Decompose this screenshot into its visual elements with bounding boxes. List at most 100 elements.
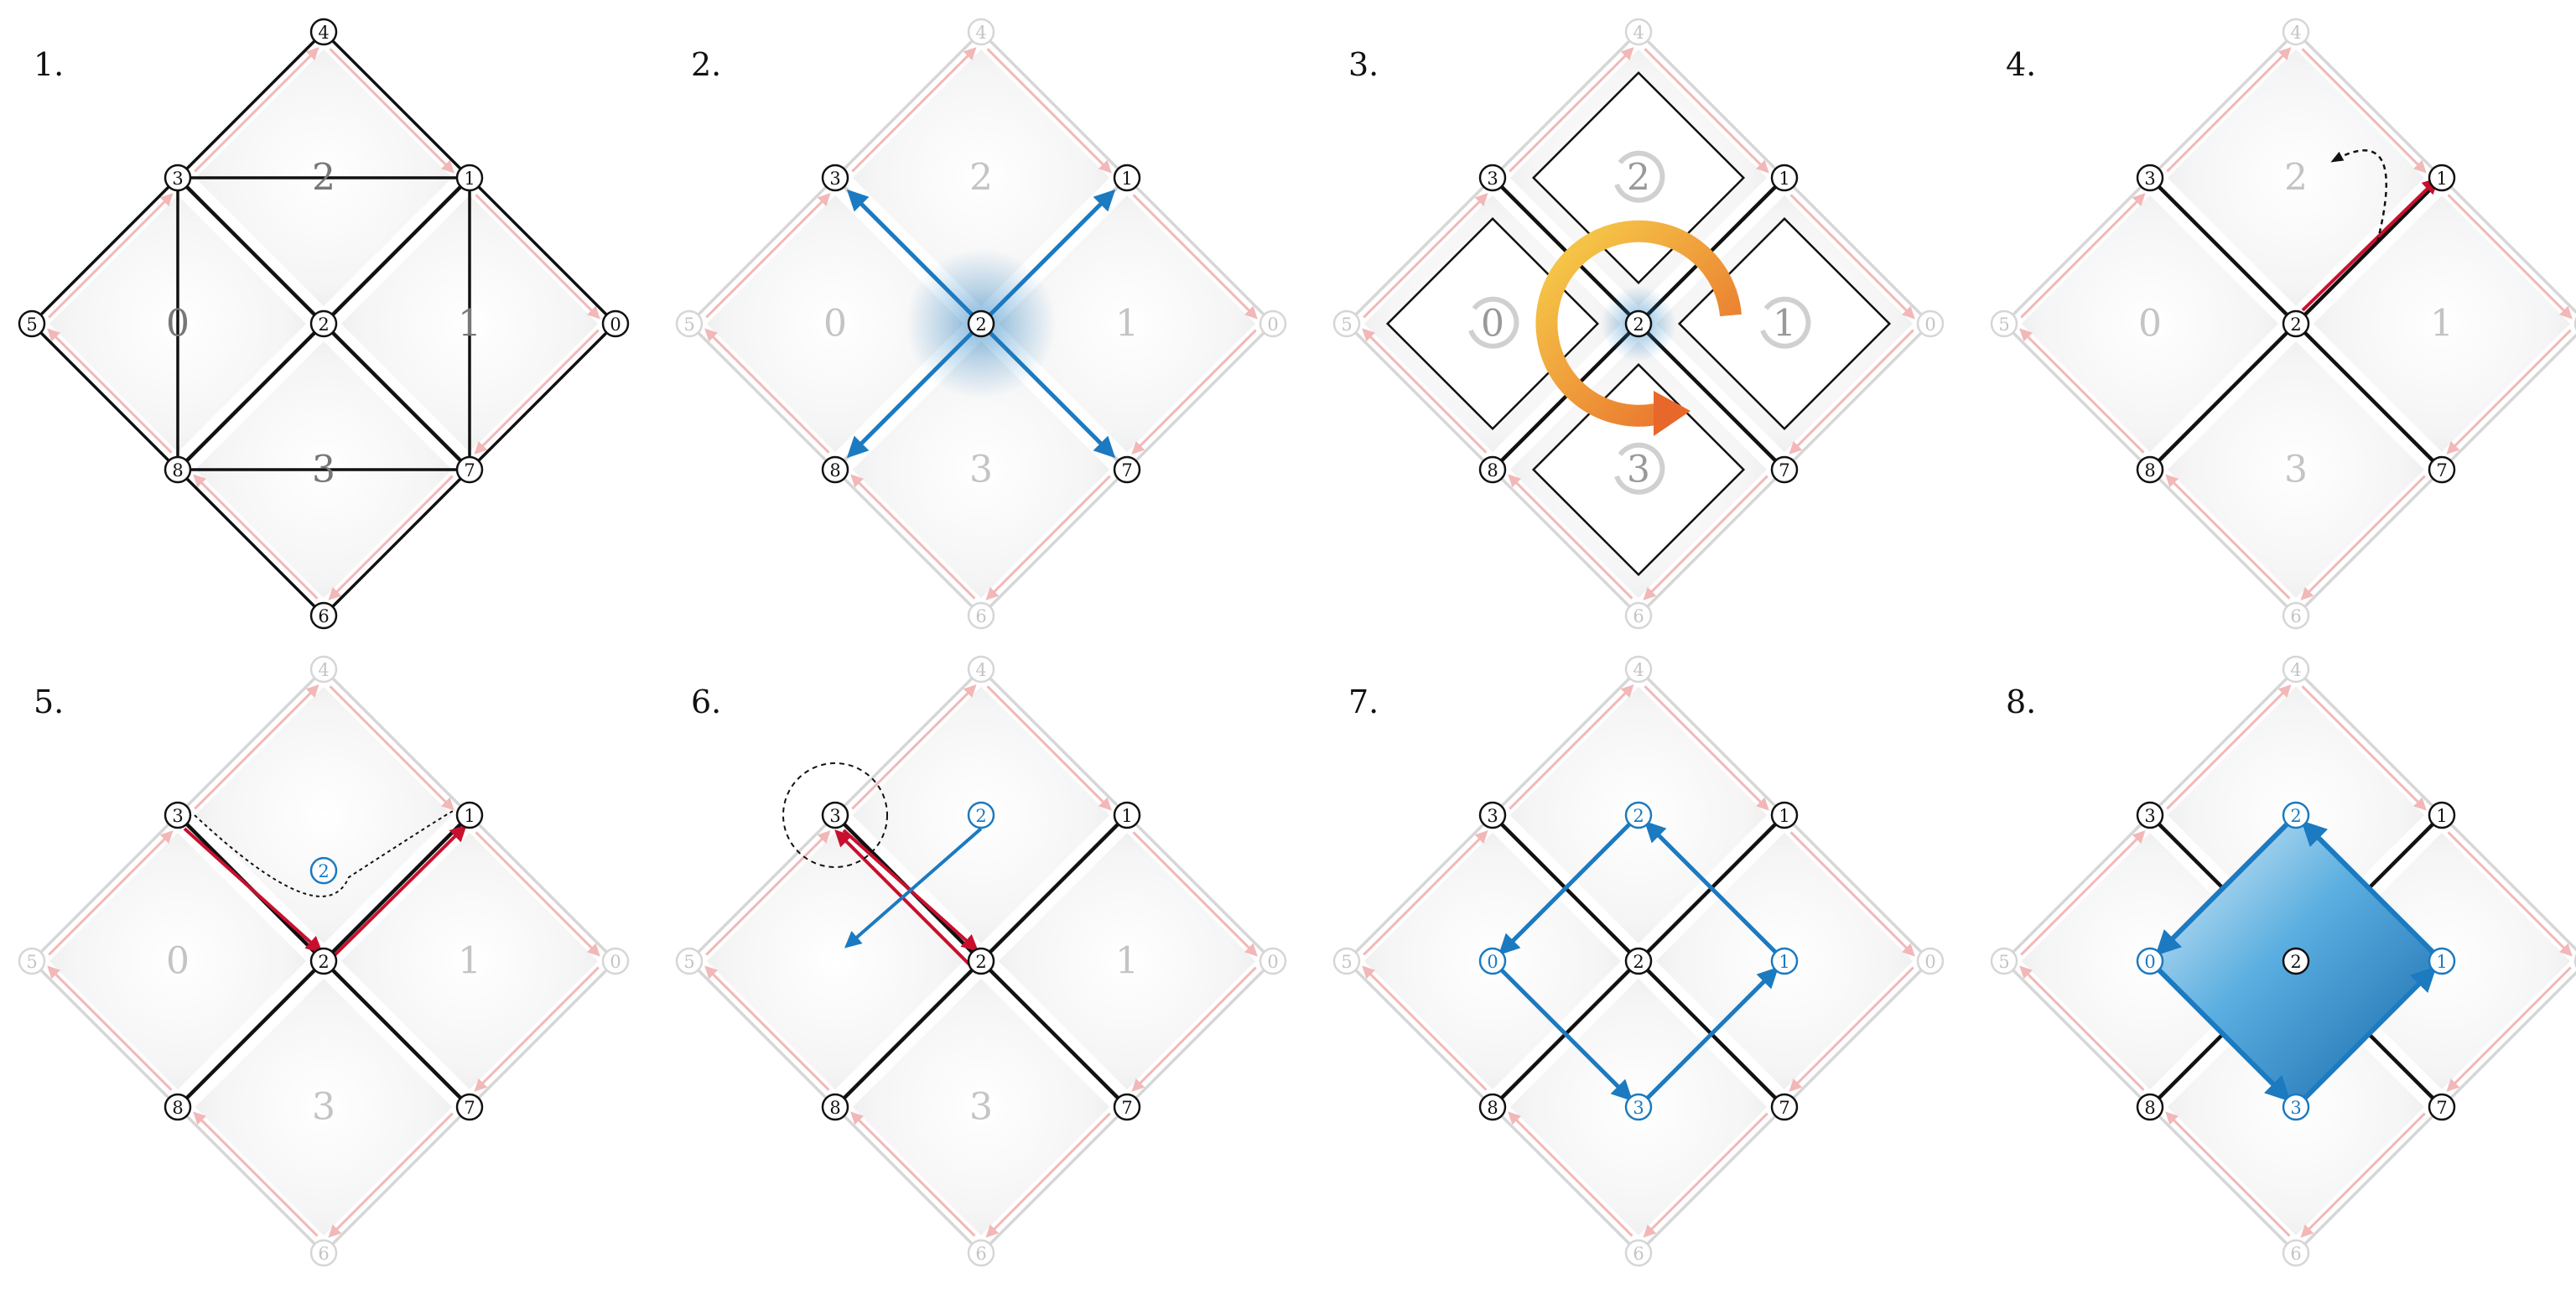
vertex-label: 8	[172, 460, 183, 481]
vertex-label: 4	[2290, 660, 2301, 680]
vertex-label: 1	[2436, 806, 2447, 826]
new-vertex-label: 1	[2436, 952, 2447, 972]
vertex-5	[675, 309, 704, 338]
face-label-0: 0	[166, 303, 190, 346]
vertex-label: 7	[464, 460, 475, 481]
vertex-0	[1259, 309, 1287, 338]
new-vertex-label: 2	[318, 861, 329, 881]
vertex-label: 0	[1924, 314, 1935, 335]
half-edge-arrow	[1363, 193, 1488, 319]
vertex-8	[821, 1093, 849, 1121]
vertex-0	[1259, 947, 1287, 975]
vertex-3	[1478, 801, 1507, 829]
face-1-background	[998, 195, 1256, 453]
vertex-label: 6	[1633, 606, 1644, 626]
vertex-1	[1770, 164, 1799, 192]
face-3-background	[852, 978, 1110, 1236]
vertex-label: 6	[1633, 1244, 1644, 1264]
half-edge-arrow	[2019, 965, 2145, 1091]
face-outline	[1531, 362, 1746, 577]
vertex-1	[2428, 801, 2456, 829]
vertex-7	[1770, 455, 1799, 484]
dual-edge	[1637, 966, 1779, 1109]
face-label-1: 1	[2430, 303, 2454, 346]
vertex-2	[967, 947, 995, 975]
face-3-background	[195, 978, 453, 1236]
vertex-2	[967, 309, 995, 338]
vertex-label: 6	[2290, 1244, 2301, 1264]
outgoing-edge	[979, 322, 1116, 459]
face-label-1: 1	[1115, 940, 1139, 983]
vertex-7	[1113, 455, 1141, 484]
half-edge-arrow	[986, 685, 1112, 811]
mesh-edge	[834, 668, 983, 817]
mesh-edge	[322, 668, 471, 817]
vertex-2	[1624, 947, 1653, 975]
step-label: 7.	[1348, 683, 1379, 720]
half-edge-arrow	[193, 1111, 319, 1237]
half-edge-highlight	[2301, 177, 2439, 312]
vertex-label: 5	[1341, 952, 1352, 972]
new-vertex-0	[1478, 947, 1507, 975]
half-edge-arrow	[194, 47, 319, 173]
vertex-label: 1	[2436, 169, 2447, 189]
vertex-pointer	[782, 762, 888, 868]
vertex-label: 8	[829, 1098, 840, 1118]
mesh-edge	[1125, 176, 1275, 325]
half-edge-arrow	[985, 475, 1111, 600]
mesh-edge	[1491, 1105, 1640, 1255]
vertex-7	[2428, 1093, 2456, 1121]
vertex-0	[601, 309, 630, 338]
mesh-edge	[30, 959, 179, 1109]
half-edge-arrow	[1362, 965, 1488, 1091]
vertex-0	[1916, 309, 1945, 338]
vertex-8	[2136, 1093, 2164, 1121]
half-edge-arrow	[2300, 475, 2426, 600]
mesh-edge	[1491, 30, 1640, 179]
vertex-label: 4	[975, 660, 986, 680]
vertex-3	[1478, 164, 1507, 192]
mesh-edge	[834, 1105, 983, 1255]
half-edge-arrow	[328, 475, 454, 600]
half-edge-arrow	[2446, 966, 2572, 1092]
mesh-edge	[834, 468, 983, 617]
step-label: 6.	[691, 683, 721, 720]
face-1-background	[2313, 195, 2571, 453]
vertex-label: 7	[1121, 1098, 1132, 1118]
face-label-3: 3	[969, 449, 993, 491]
mesh-edge	[688, 322, 837, 471]
new-vertex-2	[2282, 801, 2310, 829]
face-2-background	[195, 686, 453, 944]
half-edge-arrow	[2447, 831, 2573, 957]
vertex-label: 0	[1924, 952, 1935, 972]
half-edge-arrow	[704, 965, 830, 1091]
half-edge-arrow	[2300, 1112, 2426, 1238]
face-1-background	[340, 832, 599, 1090]
vertex-1	[1113, 164, 1141, 192]
face-pointer	[2330, 149, 2387, 243]
mesh-edge	[468, 813, 617, 963]
vertex-label: 3	[829, 806, 840, 826]
mesh-edge	[2294, 1105, 2444, 1255]
new-vertex-label: 2	[975, 806, 986, 826]
vertex-label: 4	[1633, 660, 1644, 680]
mesh-edge	[688, 959, 837, 1109]
face-3-background	[2167, 340, 2425, 599]
half-edge-arrow	[1789, 966, 1914, 1092]
vertex-label: 6	[975, 1244, 986, 1264]
vertex-2	[1624, 309, 1653, 338]
face-label-3: 3	[2284, 449, 2308, 491]
vertex-5	[675, 947, 704, 975]
vertex-4	[1624, 655, 1653, 683]
vertex-label: 7	[1779, 1098, 1789, 1118]
vertex-6	[309, 1239, 338, 1267]
vertex-4	[967, 18, 995, 46]
vertex-7	[2428, 455, 2456, 484]
face-2-background	[852, 49, 1110, 307]
half-edge-highlight	[183, 827, 323, 954]
mesh-edge	[2294, 668, 2444, 817]
face-2-background	[2167, 49, 2425, 307]
vertex-8	[821, 455, 849, 484]
